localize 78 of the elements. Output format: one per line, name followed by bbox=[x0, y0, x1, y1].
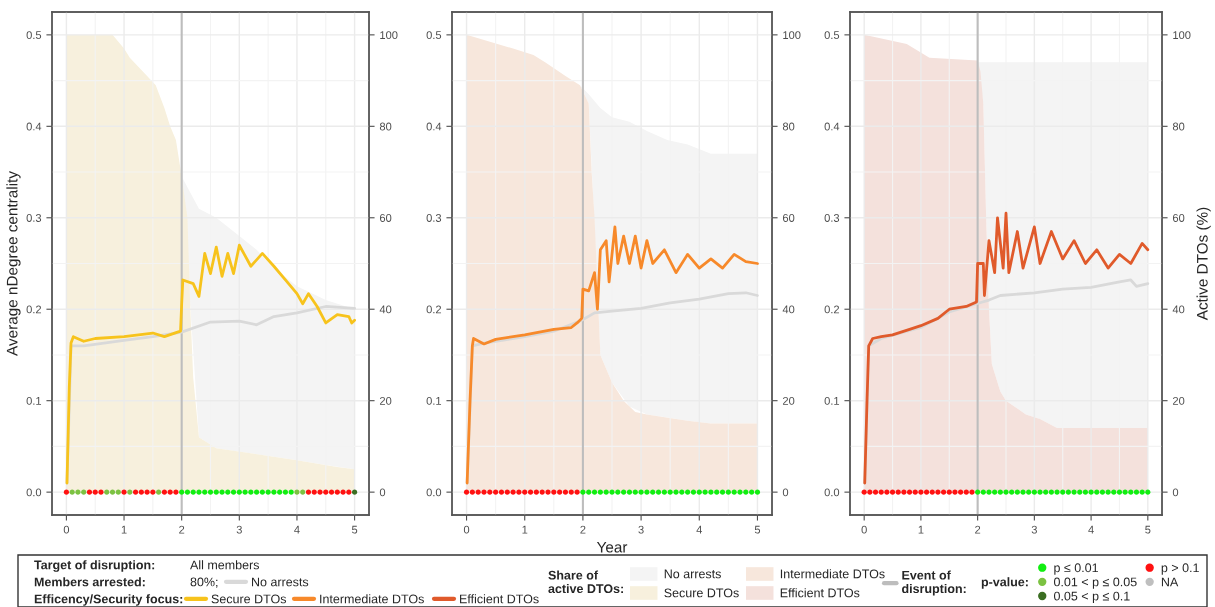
legend-label: 0.01 < p ≤ 0.05 bbox=[1053, 577, 1137, 589]
x-tick-label: 0 bbox=[63, 525, 70, 534]
text: p-value: bbox=[981, 577, 1028, 589]
x-tick-label: 1 bbox=[121, 525, 127, 534]
text: Share of active DTOs: bbox=[548, 570, 623, 594]
text: Members arrested: bbox=[34, 577, 145, 587]
y2-tick-label: 0 bbox=[379, 488, 386, 497]
y-tick-label: 0.4 bbox=[824, 122, 840, 131]
y-tick-label: 0.1 bbox=[426, 396, 442, 405]
y2-tick-label: 100 bbox=[783, 31, 801, 39]
y2-tick-label: 20 bbox=[1172, 396, 1185, 405]
y2-tick-label: 80 bbox=[782, 122, 795, 131]
legend-label: Intermediate DTOs bbox=[780, 569, 885, 579]
y2-tick-label: 80 bbox=[379, 122, 392, 131]
legend-label: Efficient DTOs bbox=[460, 594, 539, 604]
y2-tick-label: 40 bbox=[1172, 305, 1185, 314]
legend-label: Event of disruption: bbox=[902, 570, 966, 596]
y-tick-label: 0.0 bbox=[426, 488, 442, 497]
y-tick-label: 0.2 bbox=[824, 305, 840, 314]
legend-label: 0.05 < p ≤ 0.1 bbox=[1053, 591, 1130, 603]
x-tick-label: 4 bbox=[696, 525, 703, 534]
y-tick-label: 0.0 bbox=[26, 488, 42, 497]
text: Target of disruption: bbox=[34, 560, 155, 572]
legend-label: No arrests bbox=[664, 569, 721, 579]
y2-tick-label: 100 bbox=[1173, 31, 1191, 39]
y2-tick-label: 20 bbox=[379, 396, 392, 405]
legend-label: p > 0.1 bbox=[1161, 563, 1199, 575]
x-tick-label: 2 bbox=[179, 525, 185, 534]
y-tick-label: 0.5 bbox=[426, 31, 442, 39]
y-tick-label: 0.2 bbox=[26, 305, 42, 314]
y-tick-label: 0.0 bbox=[824, 488, 840, 497]
y-axis-title: Average nDegree centrality bbox=[6, 171, 21, 356]
x-tick-label: 0 bbox=[463, 525, 470, 534]
legend-label: p ≤ 0.01 bbox=[1054, 563, 1098, 575]
y2-tick-label: 0 bbox=[1172, 488, 1179, 497]
y-tick-label: 0.2 bbox=[426, 305, 442, 314]
y-tick-label: 0.1 bbox=[824, 396, 840, 405]
y2-tick-label: 40 bbox=[379, 305, 392, 314]
x-tick-label: 1 bbox=[522, 525, 528, 534]
x-tick-label: 5 bbox=[351, 525, 358, 534]
x-tick-label: 5 bbox=[754, 525, 761, 534]
text: All members bbox=[190, 560, 260, 570]
x-tick-label: 2 bbox=[580, 525, 586, 534]
legend-label: No arrests bbox=[252, 577, 309, 587]
y2-tick-label: 0 bbox=[782, 488, 789, 497]
x-tick-label: 2 bbox=[975, 525, 981, 534]
y-tick-label: 0.4 bbox=[26, 122, 42, 131]
x-tick-label: 4 bbox=[294, 525, 300, 534]
x-axis-title: Year bbox=[596, 541, 628, 553]
x-tick-label: 3 bbox=[236, 525, 242, 534]
y2-tick-label: 100 bbox=[380, 31, 398, 39]
x-tick-label: 3 bbox=[638, 525, 644, 534]
y-tick-label: 0.5 bbox=[26, 31, 42, 39]
y2-axis-title: Active DTOs (%) bbox=[1196, 207, 1211, 321]
text: Efficency/Security focus: bbox=[34, 594, 183, 606]
text: 80%; bbox=[190, 577, 218, 588]
y2-tick-label: 60 bbox=[782, 214, 795, 222]
y2-tick-label: 80 bbox=[1172, 122, 1185, 131]
y2-tick-label: 20 bbox=[782, 396, 795, 405]
x-tick-label: 5 bbox=[1145, 525, 1151, 534]
y-tick-label: 0.3 bbox=[426, 214, 442, 222]
legend-label: Secure DTOs bbox=[664, 588, 739, 598]
y2-tick-label: 60 bbox=[1172, 214, 1185, 222]
y-tick-label: 0.1 bbox=[26, 396, 42, 405]
x-tick-label: 4 bbox=[1088, 525, 1094, 534]
x-tick-label: 3 bbox=[1031, 525, 1037, 534]
y-tick-label: 0.3 bbox=[26, 214, 42, 222]
x-tick-label: 0 bbox=[861, 525, 867, 534]
y2-tick-label: 40 bbox=[782, 305, 795, 314]
x-tick-label: 1 bbox=[918, 525, 924, 534]
y-tick-label: 0.4 bbox=[426, 122, 442, 131]
legend-label: NA bbox=[1161, 577, 1179, 587]
legend-label: Efficient DTOs bbox=[780, 588, 860, 598]
legend-label: Intermediate DTOs bbox=[320, 594, 424, 604]
legend-label: Secure DTOs bbox=[211, 594, 287, 604]
y-tick-label: 0.3 bbox=[824, 214, 840, 222]
y-tick-label: 0.5 bbox=[824, 31, 840, 39]
y2-tick-label: 60 bbox=[379, 214, 392, 222]
